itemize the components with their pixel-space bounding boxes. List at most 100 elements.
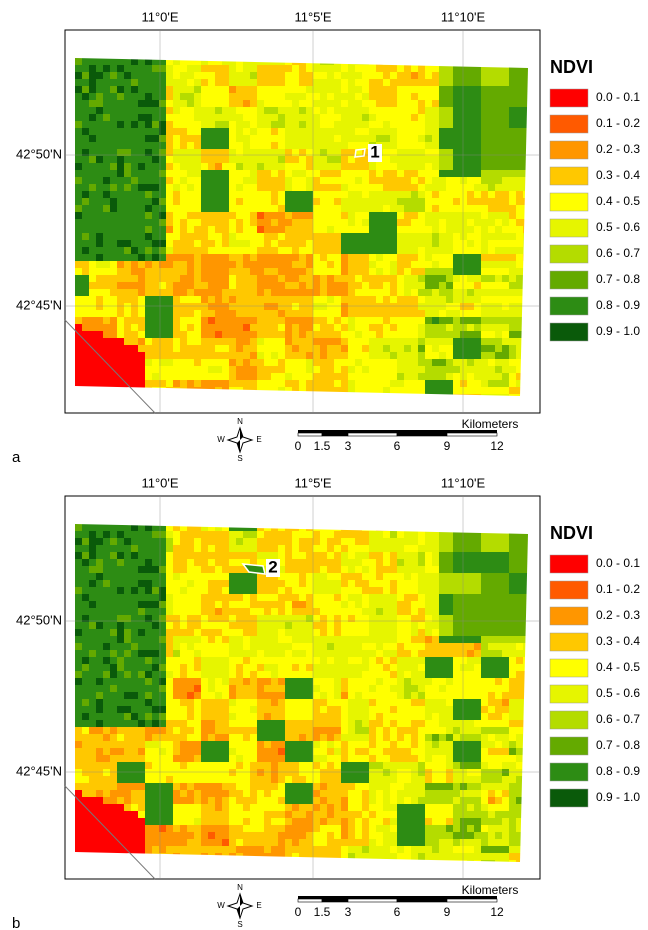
- raster-cell: [180, 79, 187, 86]
- raster-cell: [145, 601, 152, 608]
- raster-cell: [215, 142, 222, 149]
- raster-cell: [481, 380, 488, 387]
- raster-cell: [257, 622, 264, 629]
- raster-cell: [89, 559, 96, 566]
- raster-cell: [187, 832, 194, 839]
- raster-cell: [117, 254, 124, 261]
- raster-cell: [278, 769, 285, 776]
- raster-cell: [187, 776, 194, 783]
- raster-cell: [474, 156, 481, 163]
- raster-cell: [320, 566, 327, 573]
- raster-cell: [194, 212, 201, 219]
- raster-cell: [446, 233, 453, 240]
- raster-cell: [453, 198, 460, 205]
- raster-cell: [145, 580, 152, 587]
- raster-cell: [145, 825, 152, 832]
- raster-cell: [495, 324, 502, 331]
- raster-cell: [292, 317, 299, 324]
- raster-cell: [299, 191, 306, 198]
- raster-cell: [285, 769, 292, 776]
- raster-cell: [215, 226, 222, 233]
- raster-cell: [369, 86, 376, 93]
- raster-cell: [362, 114, 369, 121]
- raster-cell: [138, 643, 145, 650]
- raster-cell: [96, 587, 103, 594]
- raster-cell: [502, 93, 509, 100]
- raster-cell: [75, 282, 82, 289]
- raster-cell: [355, 177, 362, 184]
- raster-cell: [306, 324, 313, 331]
- raster-cell: [383, 303, 390, 310]
- raster-cell: [173, 727, 180, 734]
- raster-cell: [383, 261, 390, 268]
- raster-cell: [285, 727, 292, 734]
- raster-cell: [194, 331, 201, 338]
- raster-cell: [124, 762, 131, 769]
- raster-cell: [180, 310, 187, 317]
- raster-cell: [488, 359, 495, 366]
- raster-cell: [285, 240, 292, 247]
- raster-cell: [432, 233, 439, 240]
- raster-cell: [145, 685, 152, 692]
- raster-cell: [439, 142, 446, 149]
- raster-cell: [397, 86, 404, 93]
- raster-cell: [194, 135, 201, 142]
- raster-cell: [173, 657, 180, 664]
- raster-cell: [516, 128, 523, 135]
- raster-cell: [285, 261, 292, 268]
- raster-cell: [264, 86, 271, 93]
- raster-cell: [278, 170, 285, 177]
- raster-cell: [103, 804, 110, 811]
- raster-cell: [82, 282, 89, 289]
- raster-cell: [439, 289, 446, 296]
- raster-cell: [89, 65, 96, 72]
- raster-cell: [439, 212, 446, 219]
- raster-cell: [502, 289, 509, 296]
- raster-cell: [89, 317, 96, 324]
- raster-cell: [481, 142, 488, 149]
- raster-cell: [362, 338, 369, 345]
- raster-cell: [187, 755, 194, 762]
- raster-cell: [110, 608, 117, 615]
- raster-cell: [481, 226, 488, 233]
- raster-cell: [138, 317, 145, 324]
- raster-cell: [110, 776, 117, 783]
- raster-cell: [299, 783, 306, 790]
- raster-cell: [117, 748, 124, 755]
- raster-cell: [453, 107, 460, 114]
- raster-cell: [432, 170, 439, 177]
- raster-cell: [131, 268, 138, 275]
- raster-cell: [103, 755, 110, 762]
- raster-cell: [439, 366, 446, 373]
- raster-cell: [187, 720, 194, 727]
- raster-cell: [313, 776, 320, 783]
- raster-cell: [264, 226, 271, 233]
- raster-cell: [425, 65, 432, 72]
- raster-cell: [306, 594, 313, 601]
- raster-cell: [96, 699, 103, 706]
- raster-cell: [439, 128, 446, 135]
- raster-cell: [257, 629, 264, 636]
- raster-cell: [201, 601, 208, 608]
- raster-cell: [425, 338, 432, 345]
- raster-cell: [229, 811, 236, 818]
- raster-cell: [194, 114, 201, 121]
- legend-label: 0.5 - 0.6: [596, 220, 640, 234]
- raster-cell: [194, 594, 201, 601]
- raster-cell: [369, 359, 376, 366]
- raster-cell: [180, 282, 187, 289]
- raster-cell: [75, 254, 82, 261]
- raster-cell: [215, 671, 222, 678]
- raster-cell: [355, 317, 362, 324]
- raster-cell: [145, 608, 152, 615]
- raster-cell: [236, 345, 243, 352]
- raster-cell: [355, 261, 362, 268]
- raster-cell: [208, 317, 215, 324]
- raster-cell: [432, 72, 439, 79]
- raster-cell: [404, 324, 411, 331]
- raster-cell: [460, 170, 467, 177]
- raster-cell: [257, 706, 264, 713]
- raster-cell: [215, 359, 222, 366]
- raster-cell: [117, 741, 124, 748]
- raster-cell: [110, 699, 117, 706]
